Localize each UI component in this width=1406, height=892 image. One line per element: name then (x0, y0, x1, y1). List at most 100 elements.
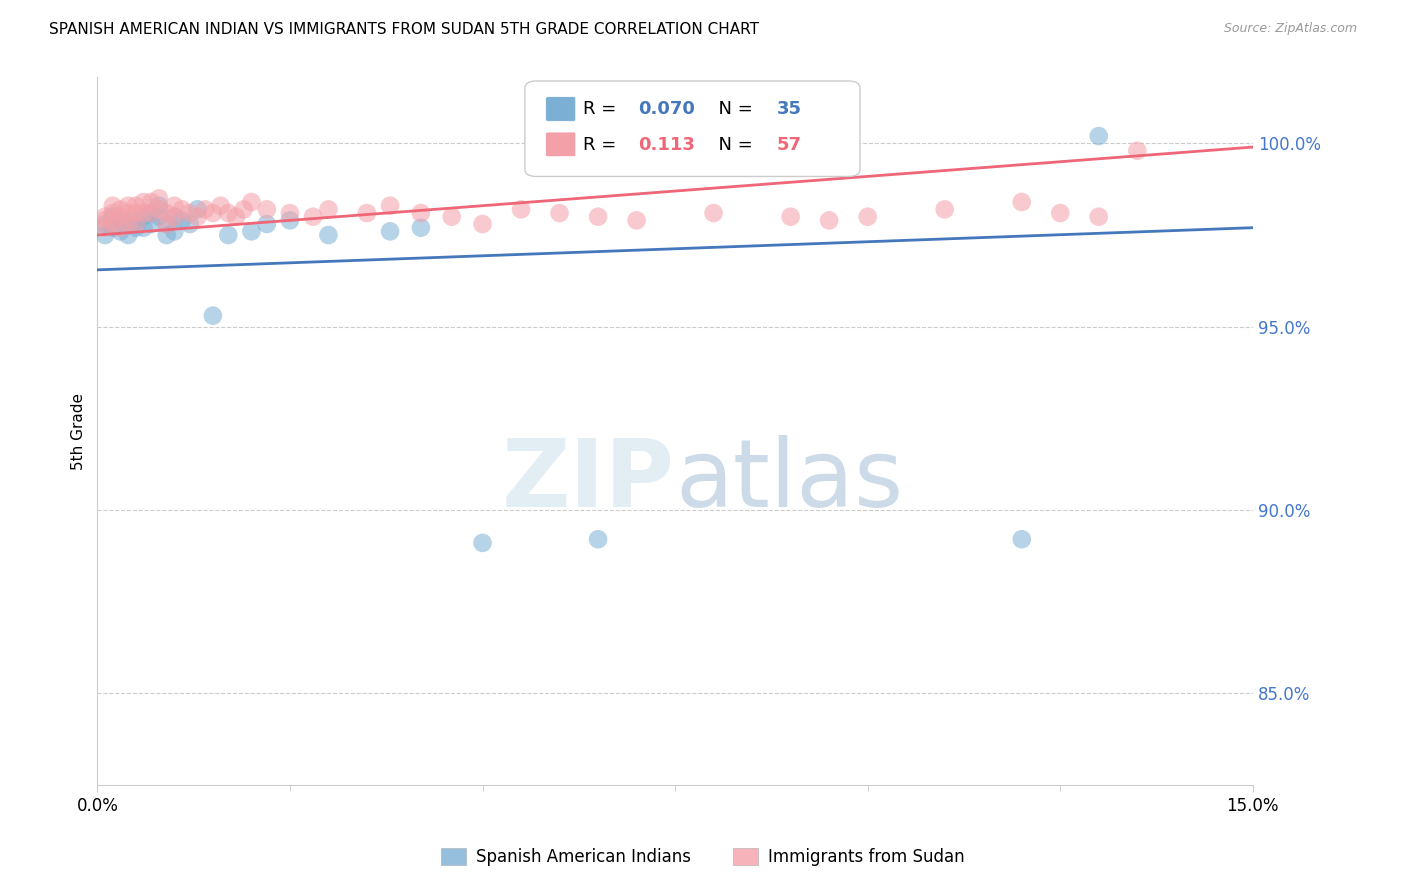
Point (409, 220, 432, 235)
Point (818, 213, 841, 227)
Point (934, 202, 956, 217)
Point (110, 210, 132, 224)
Point (471, 217, 494, 231)
Text: R =: R = (582, 136, 633, 153)
Point (179, 206, 201, 220)
Point (318, 202, 340, 217)
Point (94, 227, 117, 242)
Text: 35: 35 (776, 100, 801, 119)
Point (132, 195, 155, 210)
Point (117, 206, 139, 220)
Point (110, 213, 132, 227)
Point (378, 224, 401, 238)
Point (548, 206, 571, 220)
Point (110, 224, 132, 238)
Point (125, 213, 148, 227)
Point (1087, 129, 1109, 144)
Point (101, 206, 124, 220)
Point (156, 217, 179, 231)
Point (240, 224, 263, 238)
Point (471, 536, 494, 550)
Point (194, 202, 217, 217)
Point (101, 220, 124, 235)
Text: 0.113: 0.113 (638, 136, 695, 153)
Point (163, 210, 186, 224)
Point (141, 206, 163, 220)
Text: atlas: atlas (675, 434, 903, 526)
Point (1011, 195, 1033, 210)
Point (278, 206, 301, 220)
Point (626, 213, 648, 227)
Point (141, 217, 163, 231)
Point (201, 206, 224, 220)
Point (217, 206, 239, 220)
Point (156, 217, 179, 231)
Point (172, 202, 194, 217)
Point (779, 210, 801, 224)
Point (94, 210, 117, 224)
Point (186, 210, 208, 224)
Point (148, 191, 170, 205)
Point (125, 199, 148, 213)
Point (232, 202, 254, 217)
Text: R =: R = (582, 100, 621, 119)
Point (217, 227, 239, 242)
Legend: Spanish American Indians, Immigrants from Sudan: Spanish American Indians, Immigrants fro… (434, 841, 972, 873)
Text: N =: N = (707, 136, 759, 153)
Point (240, 195, 263, 210)
FancyBboxPatch shape (546, 132, 575, 157)
Point (256, 202, 278, 217)
Point (148, 210, 170, 224)
Point (302, 210, 325, 224)
Point (101, 210, 124, 224)
Point (318, 227, 340, 242)
Point (117, 199, 139, 213)
Point (179, 217, 201, 231)
Point (1049, 206, 1071, 220)
Text: 57: 57 (776, 136, 801, 153)
Point (703, 206, 725, 220)
Y-axis label: 5th Grade: 5th Grade (72, 392, 86, 469)
Text: ZIP: ZIP (502, 434, 675, 526)
Text: 0.070: 0.070 (638, 100, 695, 119)
Point (356, 206, 378, 220)
Point (148, 202, 170, 217)
Point (586, 210, 609, 224)
Point (586, 532, 609, 546)
Point (110, 220, 132, 235)
Point (156, 227, 179, 242)
Point (125, 206, 148, 220)
Text: SPANISH AMERICAN INDIAN VS IMMIGRANTS FROM SUDAN 5TH GRADE CORRELATION CHART: SPANISH AMERICAN INDIAN VS IMMIGRANTS FR… (49, 22, 759, 37)
Point (141, 206, 163, 220)
Point (209, 199, 232, 213)
Point (856, 210, 879, 224)
Text: N =: N = (707, 100, 759, 119)
Point (132, 206, 155, 220)
FancyBboxPatch shape (546, 96, 575, 121)
Point (117, 217, 139, 231)
Point (1126, 144, 1149, 158)
Point (125, 217, 148, 231)
Point (440, 210, 463, 224)
Point (117, 227, 139, 242)
Point (1087, 210, 1109, 224)
Point (256, 217, 278, 231)
Point (101, 217, 124, 231)
Point (163, 224, 186, 238)
Point (132, 220, 155, 235)
Point (94, 217, 117, 231)
Point (225, 210, 247, 224)
Point (172, 213, 194, 227)
Point (141, 195, 163, 210)
Point (163, 210, 186, 224)
Point (186, 202, 208, 217)
Point (117, 217, 139, 231)
Point (110, 202, 132, 217)
Point (1011, 532, 1033, 546)
Point (125, 220, 148, 235)
Point (148, 199, 170, 213)
Point (94, 213, 117, 227)
Point (163, 199, 186, 213)
Point (510, 202, 533, 217)
Point (201, 309, 224, 323)
